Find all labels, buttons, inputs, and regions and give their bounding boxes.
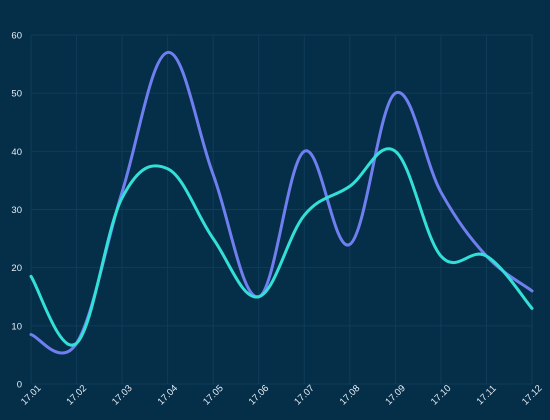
y-tick-label: 60 — [11, 31, 22, 42]
y-tick-label: 50 — [11, 89, 22, 100]
x-tick-label: 17.11 — [475, 383, 499, 407]
x-tick-label: 17.09 — [383, 383, 408, 408]
x-tick-label: 17.06 — [247, 383, 272, 408]
series-line-1 — [29, 50, 534, 355]
y-tick-label: 30 — [11, 205, 22, 216]
y-tick-label: 10 — [11, 321, 22, 332]
y-tick-label: 20 — [11, 263, 22, 274]
series-line-2 — [29, 147, 534, 347]
x-tick-label: 17.08 — [338, 383, 363, 408]
y-axis: 0 10 20 30 40 50 60 — [11, 31, 22, 391]
x-tick-label: 17.12 — [520, 383, 545, 408]
x-axis: 17.01 17.02 17.03 17.04 17.05 17.06 17.07 17.08… — [19, 383, 545, 408]
x-tick-label: 17.07 — [292, 383, 317, 408]
y-tick-label: 0 — [17, 380, 22, 391]
y-tick-label: 40 — [11, 147, 22, 158]
x-tick-label: 17.02 — [64, 383, 89, 408]
series-lines — [29, 50, 534, 355]
grid — [30, 34, 533, 385]
x-tick-label: 17.10 — [429, 383, 454, 408]
x-tick-label: 17.04 — [156, 383, 181, 408]
x-tick-label: 17.03 — [110, 383, 135, 408]
x-tick-label: 17.05 — [201, 383, 226, 408]
x-tick-label: 17.01 — [19, 383, 44, 408]
